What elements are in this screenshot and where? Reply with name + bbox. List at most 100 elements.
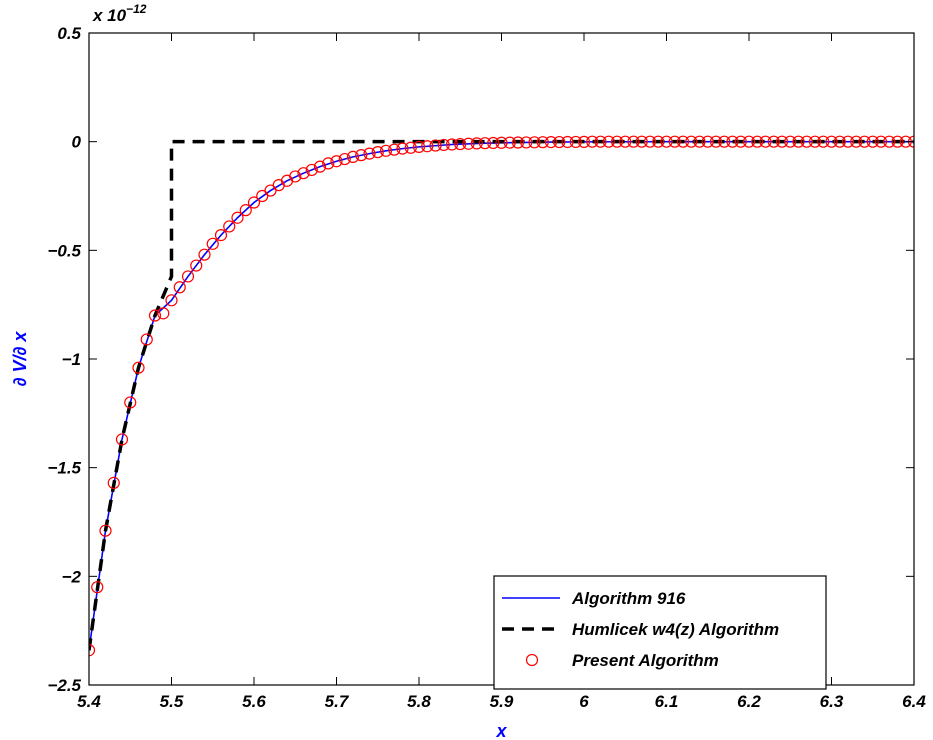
data-point-marker bbox=[396, 142, 409, 155]
data-point-marker bbox=[610, 135, 624, 148]
data-point-marker bbox=[148, 309, 162, 322]
data-point-marker bbox=[214, 229, 228, 242]
x-tick-label: 5.8 bbox=[407, 692, 431, 711]
data-point-marker bbox=[775, 135, 789, 148]
series-group bbox=[89, 135, 914, 657]
data-point-marker bbox=[602, 135, 615, 148]
data-point-marker bbox=[355, 149, 368, 162]
data-point-marker bbox=[313, 160, 327, 173]
legend-label-3: Present Algorithm bbox=[572, 651, 719, 670]
data-point-marker bbox=[536, 136, 549, 149]
data-point-marker bbox=[800, 135, 813, 148]
data-point-marker bbox=[330, 155, 343, 168]
data-point-marker bbox=[437, 138, 450, 152]
data-point-marker bbox=[817, 135, 830, 148]
data-point-marker bbox=[841, 135, 855, 148]
data-point-marker bbox=[553, 135, 566, 149]
x-tick-label: 5.7 bbox=[325, 692, 350, 711]
data-point-marker bbox=[223, 220, 236, 233]
data-point-marker bbox=[173, 281, 186, 294]
data-point-marker bbox=[594, 135, 607, 148]
data-point-marker bbox=[619, 135, 632, 148]
y-tick-label: −2.5 bbox=[47, 676, 81, 695]
data-point-marker bbox=[247, 196, 261, 209]
data-point-marker bbox=[239, 204, 252, 217]
y-tick-label: −0.5 bbox=[47, 241, 81, 260]
x-tick-label: 6.3 bbox=[820, 692, 844, 711]
x-tick-label: 6.1 bbox=[655, 692, 679, 711]
data-point-marker bbox=[511, 136, 525, 149]
data-point-marker bbox=[181, 270, 195, 283]
x-tick-label: 5.4 bbox=[77, 692, 101, 711]
series-line-2 bbox=[89, 139, 914, 651]
data-point-marker bbox=[338, 152, 351, 166]
data-point-marker bbox=[99, 524, 112, 537]
plot-area bbox=[89, 135, 914, 657]
x-axis-label: x bbox=[495, 721, 507, 740]
data-point-marker bbox=[470, 137, 483, 150]
data-point-marker bbox=[751, 135, 764, 148]
data-point-marker bbox=[825, 135, 838, 148]
data-point-marker bbox=[478, 137, 492, 150]
y-tick-label: −1 bbox=[62, 350, 81, 369]
x-tick-label: 5.5 bbox=[160, 692, 184, 711]
data-point-marker bbox=[495, 136, 508, 149]
data-point-marker bbox=[206, 237, 219, 250]
data-point-marker bbox=[883, 135, 896, 148]
data-point-marker bbox=[140, 333, 153, 346]
data-point-marker bbox=[528, 136, 541, 149]
data-point-marker bbox=[404, 141, 417, 154]
data-point-marker bbox=[693, 135, 706, 148]
legend-label-1: Algorithm 916 bbox=[571, 589, 686, 608]
data-point-marker bbox=[652, 135, 665, 148]
data-point-marker bbox=[124, 396, 137, 409]
data-point-marker bbox=[767, 135, 780, 148]
data-point-marker bbox=[371, 145, 384, 159]
data-point-marker bbox=[561, 135, 574, 149]
data-point-marker bbox=[709, 135, 723, 148]
y-tick-label: −2 bbox=[62, 567, 82, 586]
x-tick-label: 6.2 bbox=[737, 692, 761, 711]
data-point-marker bbox=[660, 135, 673, 148]
data-point-marker bbox=[850, 135, 863, 148]
legend-label-2: Humlicek w4(z) Algorithm bbox=[572, 620, 779, 639]
legend-box bbox=[493, 575, 827, 690]
data-point-marker bbox=[520, 136, 533, 149]
data-point-marker bbox=[363, 147, 376, 160]
data-point-marker bbox=[445, 138, 459, 151]
data-point-marker bbox=[792, 135, 805, 148]
data-point-marker bbox=[231, 211, 244, 224]
data-point-marker bbox=[874, 135, 888, 148]
data-point-marker bbox=[305, 163, 318, 177]
legend-swatch-3 bbox=[525, 653, 539, 667]
x-tick-label: 5.9 bbox=[490, 692, 514, 711]
data-point-marker bbox=[627, 135, 640, 148]
data-point-marker bbox=[866, 135, 879, 148]
data-point-marker bbox=[487, 136, 500, 150]
data-point-marker bbox=[421, 140, 434, 153]
data-point-marker bbox=[891, 135, 904, 148]
data-point-marker bbox=[165, 294, 178, 307]
data-point-marker bbox=[454, 137, 467, 151]
y-exponent-label: x 10−12 bbox=[92, 2, 147, 25]
data-point-marker bbox=[726, 135, 739, 148]
data-point-marker bbox=[132, 361, 145, 374]
data-point-marker bbox=[297, 167, 310, 180]
data-point-marker bbox=[701, 135, 714, 148]
x-tick-label: 6.4 bbox=[902, 692, 926, 711]
data-point-marker bbox=[429, 139, 442, 152]
data-point-marker bbox=[346, 150, 360, 163]
data-point-marker bbox=[643, 135, 657, 148]
data-point-marker bbox=[544, 136, 558, 149]
data-point-marker bbox=[503, 136, 516, 149]
data-point-marker bbox=[734, 135, 747, 148]
data-point-marker bbox=[569, 135, 582, 149]
data-point-marker bbox=[107, 476, 120, 489]
data-point-marker bbox=[668, 135, 681, 148]
x-tick-label: 5.6 bbox=[242, 692, 266, 711]
data-point-marker bbox=[115, 433, 129, 446]
y-tick-label: −1.5 bbox=[47, 459, 81, 478]
data-point-marker bbox=[462, 137, 475, 150]
data-point-marker bbox=[833, 135, 846, 148]
